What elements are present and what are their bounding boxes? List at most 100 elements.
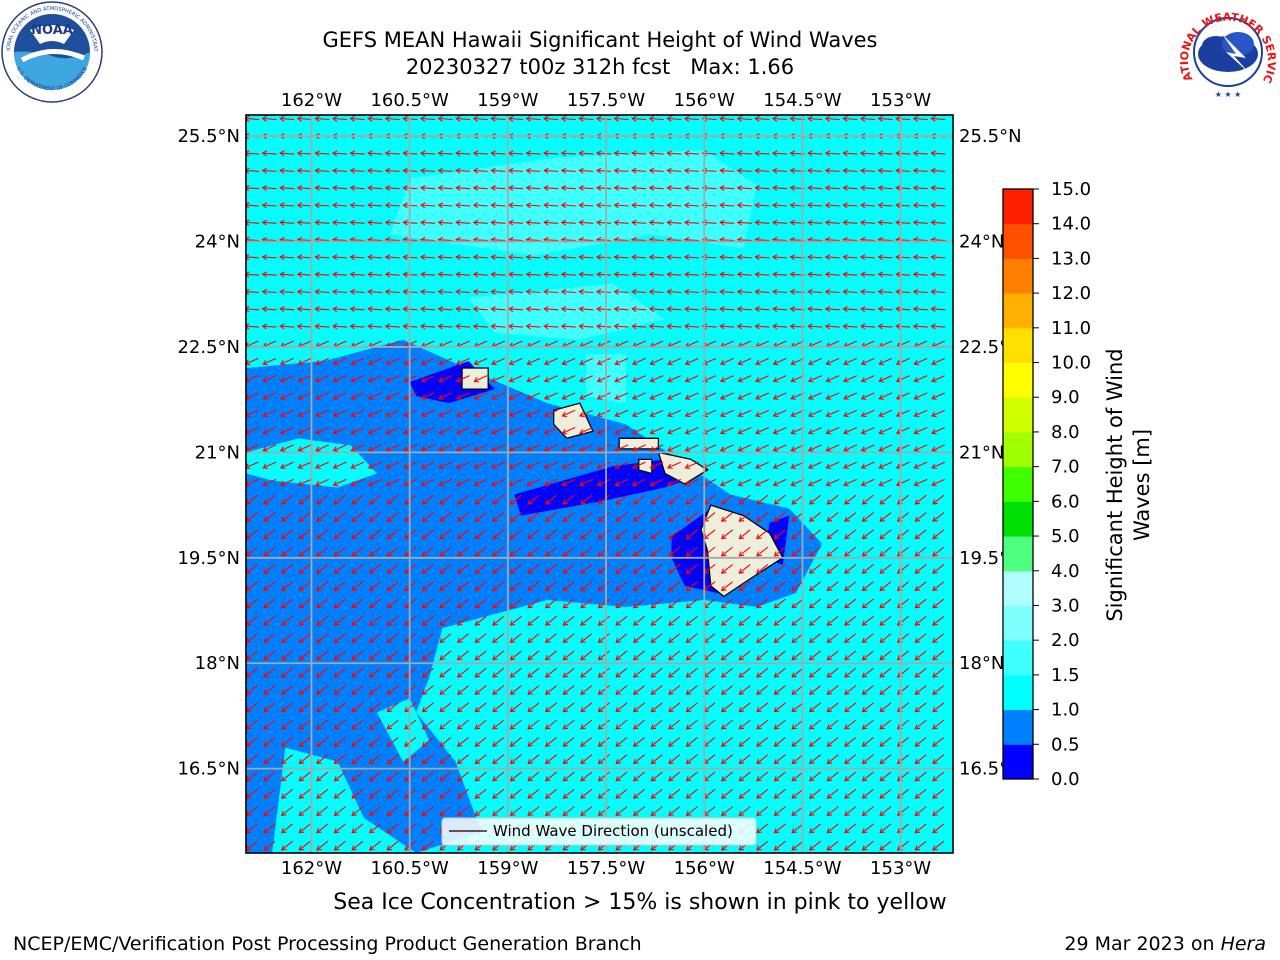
- wave-direction-arrow: [878, 357, 893, 365]
- wave-direction-arrowhead: [402, 202, 408, 209]
- wave-direction-arrow: [614, 409, 629, 417]
- wave-direction-arrowhead: [736, 254, 743, 261]
- wave-direction-arrow: [262, 169, 277, 172]
- wave-direction-arrow: [913, 117, 928, 121]
- wave-direction-arrowhead: [808, 603, 815, 609]
- wave-direction-arrow: [774, 512, 786, 522]
- wave-direction-arrow: [526, 444, 541, 452]
- wave-direction-arrowhead: [648, 202, 655, 209]
- wave-direction-arrow: [632, 357, 646, 365]
- wave-direction-arrowhead: [595, 254, 602, 261]
- wave-direction-arrow: [526, 187, 541, 190]
- wave-direction-arrowhead: [825, 446, 832, 452]
- wave-direction-arrowhead: [791, 516, 797, 522]
- wave-direction-arrowhead: [420, 359, 427, 366]
- map-legend: Wind Wave Direction (unscaled): [441, 817, 757, 846]
- wave-direction-arrow: [457, 667, 470, 678]
- colorbar-segment: [1003, 640, 1033, 676]
- wave-direction-arrowhead: [878, 446, 884, 452]
- wave-direction-arrowhead: [525, 306, 532, 313]
- wave-direction-arrow: [456, 169, 471, 172]
- wave-direction-arrow: [649, 204, 664, 207]
- wave-direction-arrow: [721, 494, 734, 505]
- wave-direction-arrowhead: [404, 568, 410, 574]
- wave-direction-arrow: [562, 461, 576, 469]
- wave-direction-arrowhead: [472, 115, 479, 122]
- wave-direction-arrowhead: [807, 429, 814, 435]
- wave-direction-arrowhead: [316, 585, 322, 592]
- wave-direction-arrowhead: [719, 463, 726, 470]
- wave-direction-arrowhead: [756, 568, 762, 574]
- wave-direction-arrowhead: [298, 672, 305, 678]
- wave-direction-arrowhead: [543, 271, 549, 278]
- wave-direction-arrowhead: [368, 516, 375, 522]
- wave-direction-arrow: [473, 204, 488, 207]
- wave-direction-arrow: [614, 152, 629, 155]
- wave-direction-arrow: [773, 427, 787, 434]
- wave-direction-arrow: [826, 478, 840, 486]
- wave-direction-arrow: [808, 375, 822, 382]
- wave-direction-arrowhead: [861, 585, 868, 592]
- wave-direction-arrow: [791, 806, 804, 816]
- wave-direction-arrowhead: [738, 585, 745, 592]
- wave-direction-arrowhead: [472, 150, 479, 157]
- wave-direction-arrowhead: [756, 741, 762, 747]
- wave-direction-arrowhead: [579, 446, 585, 452]
- wave-direction-arrowhead: [298, 810, 305, 817]
- wave-direction-arrow: [386, 788, 399, 799]
- wave-direction-arrow: [862, 546, 874, 557]
- wave-direction-arrowhead: [914, 672, 921, 678]
- wave-direction-arrowhead: [879, 551, 885, 557]
- wave-direction-arrow: [878, 325, 893, 328]
- wave-direction-arrowhead: [631, 359, 638, 366]
- wave-direction-arrowhead: [597, 585, 604, 592]
- wave-direction-arrowhead: [771, 150, 778, 157]
- wave-direction-arrow: [932, 633, 945, 643]
- wave-direction-arrowhead: [756, 828, 762, 834]
- wave-direction-arrowhead: [737, 359, 744, 366]
- wave-direction-arrowhead: [578, 323, 584, 330]
- wave-direction-arrow: [791, 771, 804, 782]
- wave-direction-arrowhead: [246, 167, 250, 174]
- wave-direction-arrowhead: [473, 377, 480, 383]
- wave-direction-arrowhead: [578, 202, 584, 209]
- wave-direction-arrowhead: [667, 377, 673, 383]
- wave-direction-arrow: [510, 615, 522, 626]
- wave-direction-arrow: [913, 239, 928, 242]
- wave-direction-arrow: [508, 308, 524, 311]
- wave-direction-arrow: [703, 581, 716, 591]
- wave-direction-arrowhead: [842, 167, 848, 174]
- wave-direction-arrowhead: [631, 288, 637, 295]
- wave-direction-arrow: [650, 806, 663, 816]
- island-maui: [657, 451, 709, 485]
- wave-direction-arrowhead: [527, 533, 533, 540]
- wave-direction-arrowhead: [368, 776, 375, 782]
- wave-direction-arrow: [791, 823, 804, 834]
- wave-direction-arrowhead: [527, 620, 533, 626]
- wave-direction-arrowhead: [701, 202, 708, 209]
- wave-direction-arrowhead: [246, 306, 250, 313]
- wave-direction-arrowhead: [773, 810, 780, 817]
- wave-direction-arrowhead: [331, 288, 338, 295]
- wave-direction-arrowhead: [492, 724, 498, 730]
- wave-direction-arrowhead: [756, 810, 762, 817]
- wave-direction-arrowhead: [772, 394, 779, 400]
- wave-direction-arrow: [668, 719, 681, 730]
- wave-direction-arrow: [809, 563, 822, 574]
- wave-direction-arrow: [561, 325, 576, 328]
- wave-direction-arrowhead: [791, 585, 797, 592]
- wave-direction-arrow: [561, 221, 576, 224]
- wave-direction-arrow: [386, 633, 399, 643]
- wave-direction-arrowhead: [280, 810, 287, 817]
- wave-direction-arrow: [774, 633, 786, 643]
- wave-direction-arrowhead: [280, 776, 287, 782]
- wave-direction-arrow: [492, 529, 505, 540]
- wave-direction-arrowhead: [631, 271, 637, 278]
- wave-direction-arrowhead: [384, 271, 391, 278]
- wave-direction-arrow: [544, 152, 559, 155]
- wave-direction-arrowhead: [808, 741, 815, 747]
- wave-direction-arrow: [562, 685, 575, 695]
- wave-direction-arrowhead: [421, 776, 428, 782]
- wave-direction-arrowhead: [314, 288, 320, 295]
- wave-direction-arrow: [931, 340, 946, 348]
